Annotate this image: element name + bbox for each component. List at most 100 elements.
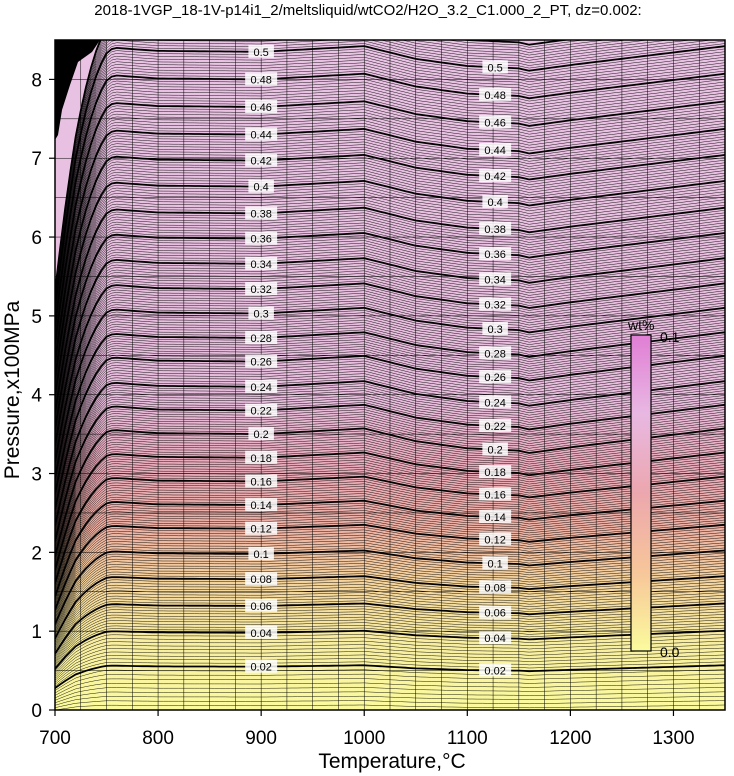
contour-line-minor (55, 235, 725, 432)
contour-line-minor (55, 502, 725, 599)
contour-line-minor (55, 597, 725, 651)
contour-line-minor (55, 172, 725, 391)
contour-line-minor (55, 220, 725, 422)
contour-label-text: 0.18 (484, 467, 505, 479)
contour-line-minor (55, 120, 725, 357)
contour-label-text: 0.28 (250, 333, 271, 345)
contour-line-minor (55, 285, 725, 465)
contour-line-minor (55, 59, 725, 318)
contour-line-minor (55, 62, 725, 320)
contour-line-minor (55, 199, 725, 409)
contour-label-box (245, 598, 278, 612)
contour-line-major (55, 664, 725, 689)
contour-lines (55, 40, 725, 710)
y-tick-label: 3 (31, 465, 42, 486)
contour-label-box (482, 195, 508, 209)
contour-line-major (55, 475, 725, 584)
contour-label-text: 0.38 (484, 224, 505, 236)
contour-label: 0.14 (245, 498, 278, 512)
contour-label-box (479, 87, 512, 101)
contour-label-box (479, 509, 512, 523)
contour-label-box (479, 580, 512, 594)
contour-line-minor (55, 557, 725, 629)
contour-line-minor (55, 133, 725, 366)
contour-label-box (245, 282, 278, 296)
contour-line-minor (55, 290, 725, 468)
contour-line-minor (55, 673, 725, 694)
contour-line-minor (55, 640, 725, 675)
contour-label-text: 0.24 (250, 382, 271, 394)
contour-label: 0.38 (245, 206, 278, 220)
contour-label-text: 0.22 (484, 421, 505, 433)
contour-line-minor (55, 270, 725, 455)
contour-line-major (55, 380, 725, 527)
contour-line-minor (55, 67, 725, 323)
contour-label-text: 0.32 (250, 284, 271, 296)
x-tick-label: 1200 (549, 728, 591, 749)
contour-line-minor (55, 268, 725, 453)
contour-line-minor (55, 409, 725, 545)
contour-line-minor (55, 146, 725, 374)
contour-line-minor (55, 442, 725, 565)
contour-line-minor (55, 227, 725, 427)
contour-line-major (55, 100, 725, 345)
contour-line-minor (55, 363, 725, 515)
contour-line-minor (55, 532, 725, 615)
y-tick-label: 8 (31, 70, 42, 91)
contour-line-minor (55, 149, 725, 376)
contour-line-minor (55, 704, 725, 710)
contour-line-minor (55, 84, 725, 334)
contour-line-minor (55, 348, 725, 505)
contour-label: 0.08 (479, 580, 512, 594)
contour-line-minor (55, 586, 725, 645)
contour-line-minor (55, 483, 725, 588)
contour-line-minor (55, 563, 725, 632)
contour-label: 0.12 (245, 521, 278, 536)
contour-line-minor (55, 167, 725, 388)
contour-line-minor (55, 295, 725, 471)
contour-label: 0.12 (479, 532, 512, 546)
contour-line-minor (55, 545, 725, 622)
contour-label-text: 0.38 (250, 208, 271, 220)
contour-line-minor (55, 292, 725, 469)
contour-label: 0.4 (482, 195, 508, 209)
contour-line-major (55, 179, 725, 396)
contour-line-minor (55, 527, 725, 612)
contour-line-minor (55, 512, 725, 604)
contour-label: 0.16 (245, 474, 278, 488)
contour-line-minor (55, 611, 725, 659)
contour-label-box (479, 272, 512, 286)
contour-line-minor (55, 661, 725, 687)
plot-frame (54, 39, 726, 711)
contour-label: 0.04 (479, 631, 512, 645)
contour-label-text: 0.1 (487, 558, 502, 570)
contour-label-text: 0.06 (250, 601, 271, 613)
contour-line-minor (55, 165, 725, 386)
contour-line-minor (55, 288, 725, 466)
contour-line-minor (55, 498, 725, 596)
contour-line-minor (55, 529, 725, 614)
contour-label: 0.2 (248, 427, 274, 441)
contour-line-minor (55, 90, 725, 337)
contour-line-minor (55, 473, 725, 583)
contour-label: 0.14 (479, 509, 512, 524)
contour-label: 0.42 (245, 153, 278, 168)
contour-label: 0.16 (479, 487, 512, 501)
contour-line-major (55, 45, 725, 309)
contour-line-minor (55, 40, 650, 299)
contour-line-minor (55, 542, 725, 621)
contour-label-text: 0.36 (484, 249, 505, 261)
contour-line-major (55, 451, 725, 571)
contour-line-major (55, 72, 725, 327)
contour-label-box (245, 330, 278, 344)
contour-line-minor (55, 278, 725, 460)
contour-line-minor (55, 589, 725, 647)
contour-label-box (479, 221, 512, 235)
contour-label-box (479, 663, 512, 677)
contour-label-box (479, 247, 512, 261)
contour-line-minor (55, 48, 725, 311)
contour-label-text: 0.44 (484, 145, 505, 157)
contour-line-minor (55, 478, 725, 585)
contour-line-minor (55, 242, 725, 437)
contour-label-box (248, 427, 274, 441)
